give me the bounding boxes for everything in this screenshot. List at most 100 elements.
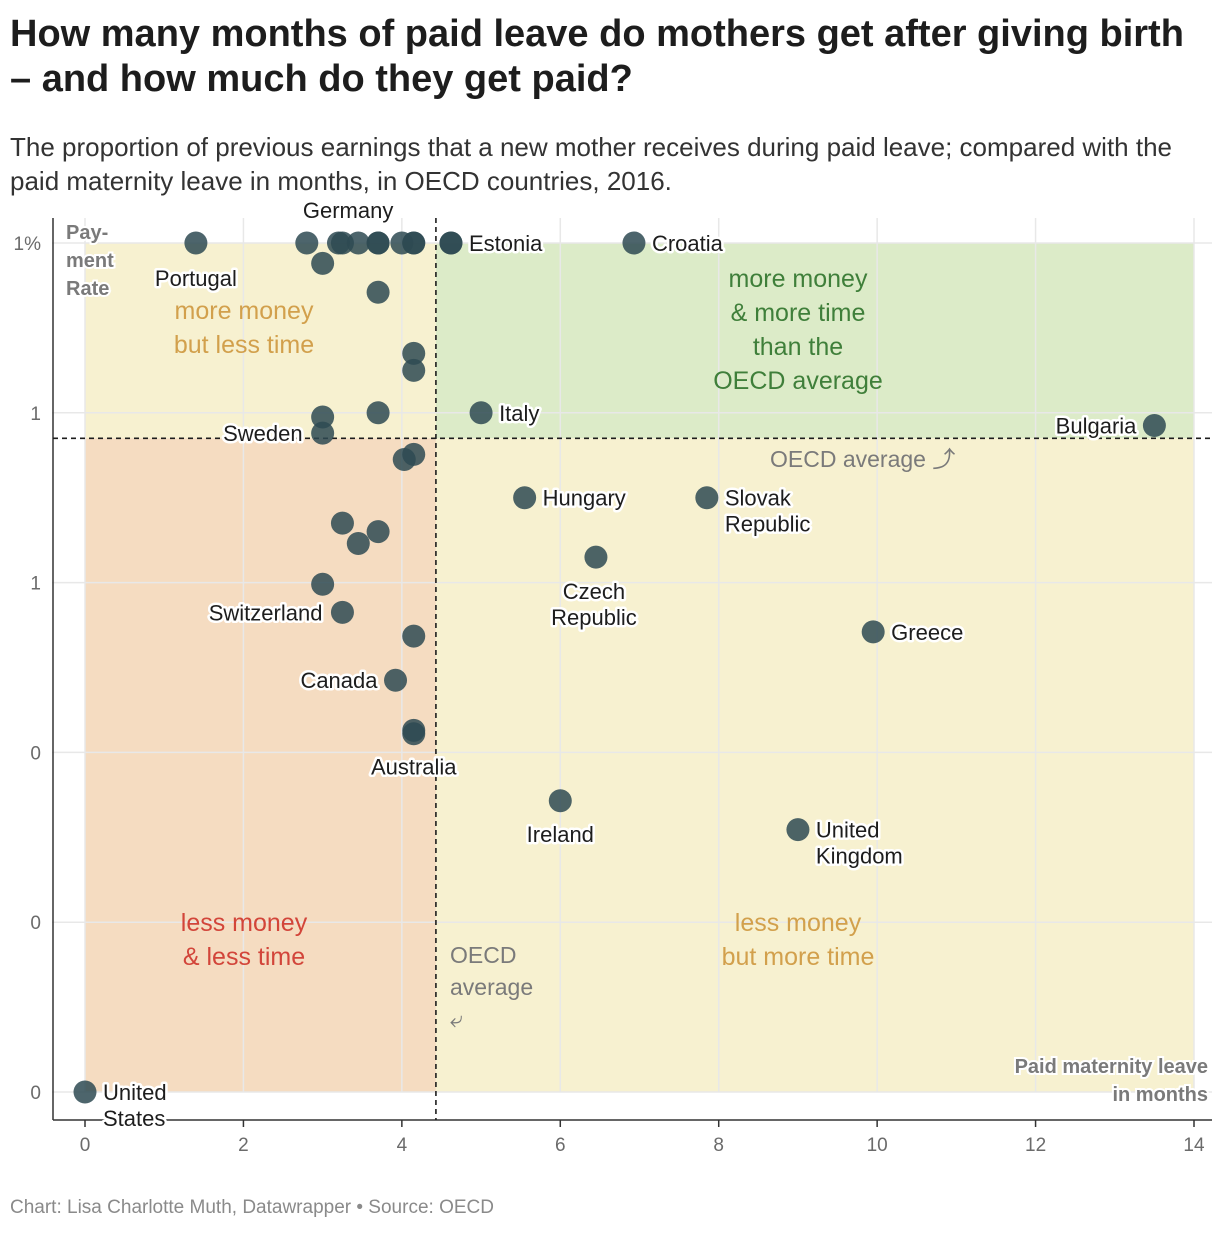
quadrant-label-top-right-line: than the xyxy=(753,333,843,361)
data-point xyxy=(392,447,416,471)
point-label-line: Bulgaria xyxy=(1056,414,1137,439)
y-tick-label: 1 xyxy=(30,404,41,425)
x-axis-title-line: Paid maternity leave xyxy=(1015,1056,1208,1078)
point-label-line: Germany xyxy=(303,198,393,223)
quadrant-label-bottom-left: less money & less time xyxy=(181,909,308,971)
point-label: Greece xyxy=(891,620,963,645)
x-average-label-line: average xyxy=(450,974,533,1000)
quadrant-label-bottom-right: less money but more time xyxy=(722,909,875,971)
point-label: United States xyxy=(103,1080,167,1131)
chart-title: How many months of paid leave do mothers… xyxy=(10,13,1184,100)
data-point xyxy=(311,405,335,429)
quadrant-label-bottom-right-line: less money xyxy=(735,909,862,937)
quadrant-bottom-right-bg xyxy=(435,438,1194,1092)
point-label: Germany xyxy=(303,198,393,223)
y-axis-title: Pay-ment Rate xyxy=(66,222,114,300)
point-label-line: Kingdom xyxy=(816,844,903,869)
data-point xyxy=(439,231,463,255)
point-label: Slovak Republic xyxy=(725,486,811,537)
quadrant-top-right-bg xyxy=(435,243,1194,439)
point-label-line: Portugal xyxy=(155,266,237,291)
data-point xyxy=(311,251,335,275)
quadrant-label-top-right-line: OECD average xyxy=(713,367,883,395)
y-axis-title-line: ment xyxy=(66,250,114,272)
x-axis-title: Paid maternity leave in months xyxy=(1015,1056,1208,1106)
point-label: Czech Republic xyxy=(551,579,637,630)
point-label-line: Republic xyxy=(725,512,811,537)
point-label-line: Switzerland xyxy=(209,600,323,625)
y-tick-label: 0 xyxy=(30,1083,41,1104)
data-point xyxy=(584,545,608,569)
data-point xyxy=(402,358,426,382)
data-point xyxy=(402,624,426,648)
quadrant-bottom-left-bg xyxy=(85,438,436,1092)
data-point xyxy=(346,231,370,255)
y-axis-title-line: Pay- xyxy=(66,222,108,244)
quadrant-label-bottom-right-line: but more time xyxy=(722,943,875,971)
data-point xyxy=(346,532,370,556)
point-label-line: Croatia xyxy=(652,231,724,256)
point-label: Portugal xyxy=(155,266,237,291)
chart-subtitle: The proportion of previous earnings that… xyxy=(10,132,1172,196)
point-label-line: Italy xyxy=(499,401,539,426)
point-label: Canada xyxy=(300,668,378,693)
point-label-line: Estonia xyxy=(469,231,543,256)
point-label-line: Republic xyxy=(551,605,637,630)
data-point xyxy=(366,280,390,304)
data-point xyxy=(366,520,390,544)
y-tick-label: 1 xyxy=(30,574,41,595)
point-label-line: Sweden xyxy=(223,421,303,446)
data-point xyxy=(311,421,335,445)
point-label: Sweden xyxy=(223,421,303,446)
point-label: United Kingdom xyxy=(816,818,903,869)
data-point xyxy=(861,620,885,644)
point-label-line: States xyxy=(103,1106,165,1131)
data-point xyxy=(402,341,426,365)
y-average-label: OECD average ⤴ xyxy=(770,446,955,472)
point-label: Bulgaria xyxy=(1056,414,1137,439)
point-label-line: Czech xyxy=(563,579,625,604)
quadrant-label-top-left: more money but less time xyxy=(174,297,314,359)
point-label-line: Canada xyxy=(300,668,378,693)
point-label: Estonia xyxy=(469,231,543,256)
y-axis-title-line: Rate xyxy=(66,278,109,300)
data-point xyxy=(402,231,426,255)
quadrant-label-top-right-line: more money xyxy=(729,265,868,293)
data-point xyxy=(548,789,572,813)
x-tick-label: 2 xyxy=(238,1135,249,1156)
data-point xyxy=(311,572,335,596)
x-tick-label: 14 xyxy=(1183,1135,1205,1156)
x-average-label-line: ⤶ xyxy=(450,1006,463,1032)
point-label: Ireland xyxy=(527,822,594,847)
x-tick-label: 4 xyxy=(397,1135,408,1156)
data-point xyxy=(330,511,354,535)
quadrant-label-top-right-line: & more time xyxy=(731,299,866,327)
data-point xyxy=(513,486,537,510)
point-label-line: United xyxy=(103,1080,167,1105)
data-point xyxy=(1142,414,1166,438)
axis-titles: Pay-ment Rate Paid maternity leave in month… xyxy=(64,220,1210,1108)
average-lines: OECD average ⤴ OECD average ⤶ xyxy=(53,218,1212,1120)
x-axis-title-line: in months xyxy=(1112,1084,1208,1106)
quadrant-label-bottom-left-line: & less time xyxy=(183,943,305,971)
point-labels: Portugal Germany Estonia Croatia Italy Sweden… xyxy=(101,196,1140,1134)
data-point xyxy=(330,231,354,255)
x-average-label-line: OECD xyxy=(450,942,516,968)
quadrant-label-top-left-line: more money xyxy=(175,297,314,325)
point-label-line: Hungary xyxy=(543,486,626,511)
data-point xyxy=(469,401,493,425)
point-label: Hungary xyxy=(543,486,626,511)
quadrant-label-bottom-left-line: less money xyxy=(181,909,308,937)
point-label-line: Australia xyxy=(371,754,457,779)
data-point xyxy=(695,486,719,510)
data-point xyxy=(295,231,319,255)
point-label-line: Greece xyxy=(891,620,963,645)
point-label-line: Ireland xyxy=(527,822,594,847)
point-label-line: United xyxy=(816,818,880,843)
point-label: Switzerland xyxy=(209,600,323,625)
data-point xyxy=(366,401,390,425)
x-average-label: OECD average ⤶ xyxy=(450,942,533,1032)
x-tick-label: 8 xyxy=(713,1135,724,1156)
x-tick-label: 10 xyxy=(867,1135,888,1156)
